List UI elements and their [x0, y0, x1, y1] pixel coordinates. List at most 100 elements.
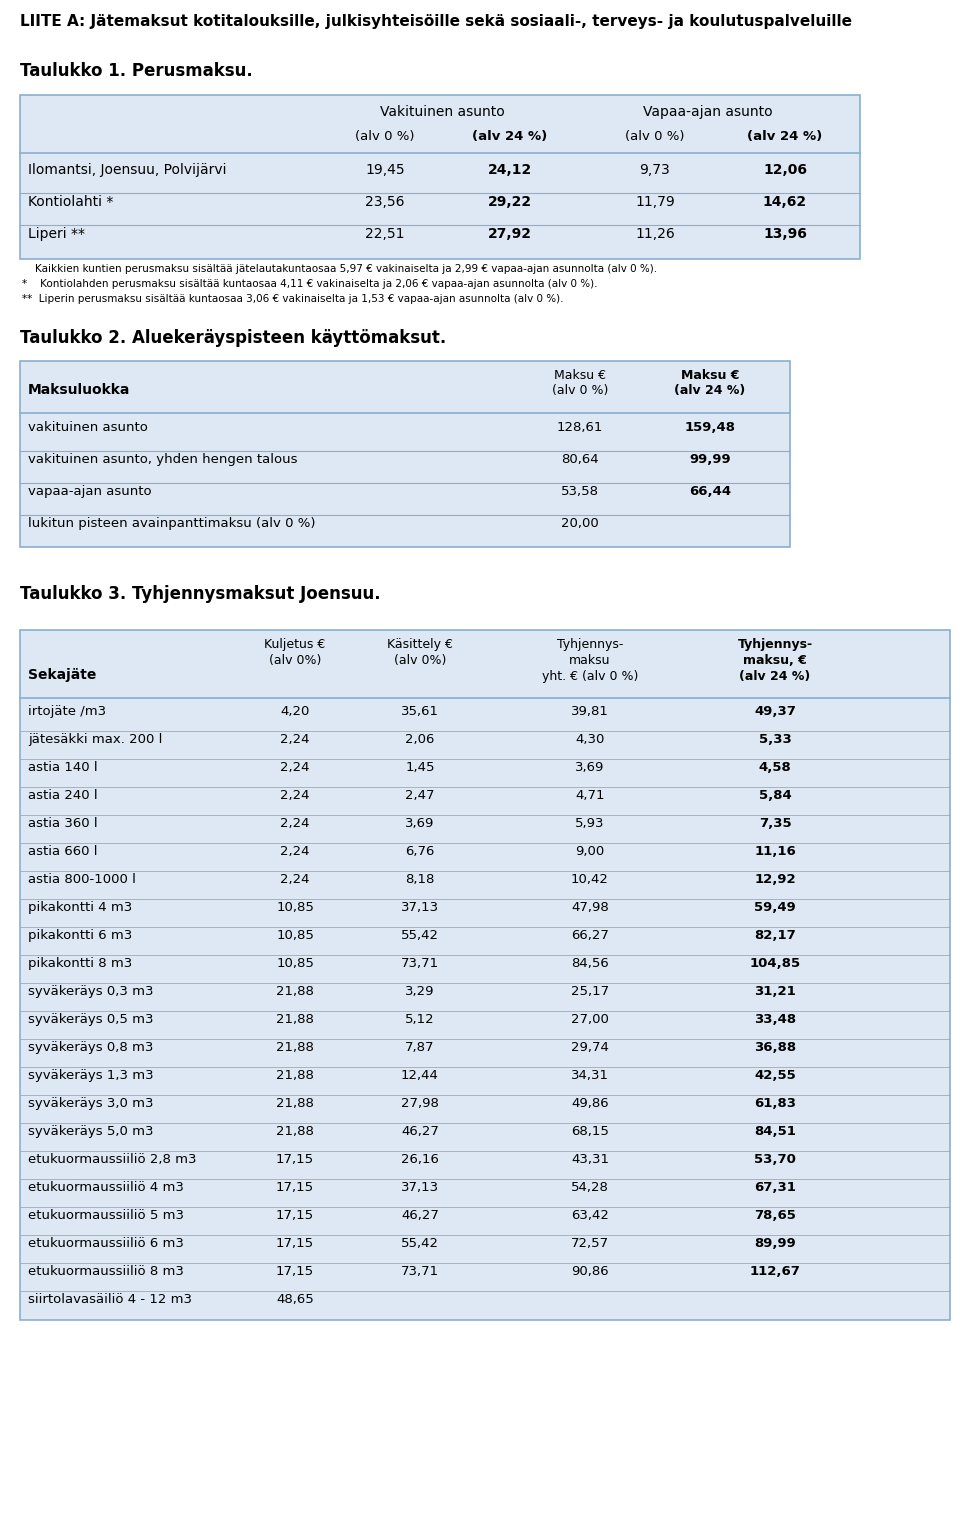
Text: 13,96: 13,96: [763, 227, 807, 241]
Text: 5,33: 5,33: [758, 733, 791, 746]
Text: 27,92: 27,92: [488, 227, 532, 241]
Text: lukitun pisteen avainpanttimaksu (alv 0 %): lukitun pisteen avainpanttimaksu (alv 0 …: [28, 516, 316, 530]
Text: Kaikkien kuntien perusmaksu sisältää jätelautakuntaosaa 5,97 € vakinaiselta ja 2: Kaikkien kuntien perusmaksu sisältää jät…: [22, 263, 658, 274]
Text: 24,12: 24,12: [488, 163, 532, 177]
Text: 12,06: 12,06: [763, 163, 807, 177]
Text: 3,69: 3,69: [405, 816, 435, 830]
Text: 17,15: 17,15: [276, 1153, 314, 1167]
Text: 10,85: 10,85: [276, 956, 314, 970]
Text: 21,88: 21,88: [276, 1125, 314, 1138]
Text: 8,18: 8,18: [405, 873, 435, 886]
Text: astia 360 l: astia 360 l: [28, 816, 98, 830]
Text: 17,15: 17,15: [276, 1237, 314, 1250]
Text: Käsittely €
(alv 0%): Käsittely € (alv 0%): [387, 638, 453, 667]
Text: 35,61: 35,61: [401, 705, 439, 717]
Text: 84,56: 84,56: [571, 956, 609, 970]
Text: syväkeräys 3,0 m3: syväkeräys 3,0 m3: [28, 1097, 154, 1110]
Text: 49,86: 49,86: [571, 1097, 609, 1110]
Text: jätesäkki max. 200 l: jätesäkki max. 200 l: [28, 733, 162, 746]
Text: syväkeräys 0,5 m3: syväkeräys 0,5 m3: [28, 1013, 154, 1027]
Text: 53,58: 53,58: [561, 484, 599, 498]
Text: 26,16: 26,16: [401, 1153, 439, 1167]
Text: 34,31: 34,31: [571, 1069, 609, 1081]
Text: 46,27: 46,27: [401, 1125, 439, 1138]
Text: Kontiolahti *: Kontiolahti *: [28, 195, 113, 209]
Text: 53,70: 53,70: [754, 1153, 796, 1167]
Text: **  Liperin perusmaksu sisältää kuntaosaa 3,06 € vakinaiselta ja 1,53 € vapaa-aj: ** Liperin perusmaksu sisältää kuntaosaa…: [22, 294, 564, 305]
Text: 20,00: 20,00: [562, 516, 599, 530]
Text: 39,81: 39,81: [571, 705, 609, 717]
Text: 10,85: 10,85: [276, 929, 314, 943]
Text: astia 800-1000 l: astia 800-1000 l: [28, 873, 136, 886]
Text: 9,73: 9,73: [639, 163, 670, 177]
Text: pikakontti 6 m3: pikakontti 6 m3: [28, 929, 132, 943]
Text: 17,15: 17,15: [276, 1180, 314, 1194]
Text: 66,27: 66,27: [571, 929, 609, 943]
Text: 12,92: 12,92: [755, 873, 796, 886]
Text: 55,42: 55,42: [401, 929, 439, 943]
Text: Kuljetus €
(alv 0%): Kuljetus € (alv 0%): [264, 638, 325, 667]
Text: syväkeräys 0,8 m3: syväkeräys 0,8 m3: [28, 1042, 154, 1054]
Text: 12,44: 12,44: [401, 1069, 439, 1081]
Text: 68,15: 68,15: [571, 1125, 609, 1138]
Text: 10,85: 10,85: [276, 902, 314, 914]
Text: 61,83: 61,83: [754, 1097, 796, 1110]
Text: 47,98: 47,98: [571, 902, 609, 914]
Text: 1,45: 1,45: [405, 762, 435, 774]
Text: etukuormaussiiliö 2,8 m3: etukuormaussiiliö 2,8 m3: [28, 1153, 197, 1167]
Text: 23,56: 23,56: [365, 195, 405, 209]
Text: Liperi **: Liperi **: [28, 227, 85, 241]
Text: 10,42: 10,42: [571, 873, 609, 886]
Text: Sekajäte: Sekajäte: [28, 669, 96, 682]
Text: 11,79: 11,79: [636, 195, 675, 209]
Text: pikakontti 4 m3: pikakontti 4 m3: [28, 902, 132, 914]
Text: 37,13: 37,13: [401, 902, 439, 914]
Text: 59,49: 59,49: [755, 902, 796, 914]
Text: 21,88: 21,88: [276, 1042, 314, 1054]
Text: 11,26: 11,26: [636, 227, 675, 241]
Text: 46,27: 46,27: [401, 1209, 439, 1221]
Text: 5,12: 5,12: [405, 1013, 435, 1027]
Text: vakituinen asunto, yhden hengen talous: vakituinen asunto, yhden hengen talous: [28, 452, 298, 466]
Text: syväkeräys 5,0 m3: syväkeräys 5,0 m3: [28, 1125, 154, 1138]
Bar: [20, 361, 790, 547]
Bar: [20, 94, 860, 259]
Text: 73,71: 73,71: [401, 956, 439, 970]
Text: 99,99: 99,99: [689, 452, 731, 466]
Text: Maksu €
(alv 24 %): Maksu € (alv 24 %): [674, 369, 746, 398]
Text: 21,88: 21,88: [276, 1097, 314, 1110]
Text: 3,69: 3,69: [575, 762, 605, 774]
Bar: [20, 631, 950, 1320]
Text: 2,24: 2,24: [280, 733, 310, 746]
Text: 2,47: 2,47: [405, 789, 435, 803]
Text: 63,42: 63,42: [571, 1209, 609, 1221]
Text: 128,61: 128,61: [557, 420, 603, 434]
Text: *    Kontiolahden perusmaksu sisältää kuntaosaa 4,11 € vakinaiselta ja 2,06 € va: * Kontiolahden perusmaksu sisältää kunta…: [22, 279, 597, 289]
Text: 27,98: 27,98: [401, 1097, 439, 1110]
Text: 80,64: 80,64: [562, 452, 599, 466]
Text: (alv 0 %): (alv 0 %): [625, 129, 684, 143]
Text: etukuormaussiiliö 6 m3: etukuormaussiiliö 6 m3: [28, 1237, 184, 1250]
Text: etukuormaussiiliö 4 m3: etukuormaussiiliö 4 m3: [28, 1180, 184, 1194]
Text: 9,00: 9,00: [575, 845, 605, 857]
Text: Vapaa-ajan asunto: Vapaa-ajan asunto: [642, 105, 772, 119]
Text: etukuormaussiiliö 8 m3: etukuormaussiiliö 8 m3: [28, 1266, 184, 1278]
Text: 4,71: 4,71: [575, 789, 605, 803]
Text: 14,62: 14,62: [763, 195, 807, 209]
Text: 6,76: 6,76: [405, 845, 435, 857]
Text: 42,55: 42,55: [755, 1069, 796, 1081]
Text: 82,17: 82,17: [755, 929, 796, 943]
Text: 17,15: 17,15: [276, 1209, 314, 1221]
Text: Maksu €
(alv 0 %): Maksu € (alv 0 %): [552, 369, 609, 398]
Text: 25,17: 25,17: [571, 985, 609, 998]
Text: 2,24: 2,24: [280, 873, 310, 886]
Text: 29,74: 29,74: [571, 1042, 609, 1054]
Text: 2,24: 2,24: [280, 762, 310, 774]
Text: Maksuluokka: Maksuluokka: [28, 382, 131, 398]
Text: 49,37: 49,37: [754, 705, 796, 717]
Text: (alv 24 %): (alv 24 %): [472, 129, 547, 143]
Text: Ilomantsi, Joensuu, Polvijärvi: Ilomantsi, Joensuu, Polvijärvi: [28, 163, 227, 177]
Text: 54,28: 54,28: [571, 1180, 609, 1194]
Text: astia 140 l: astia 140 l: [28, 762, 98, 774]
Text: Vakituinen asunto: Vakituinen asunto: [380, 105, 505, 119]
